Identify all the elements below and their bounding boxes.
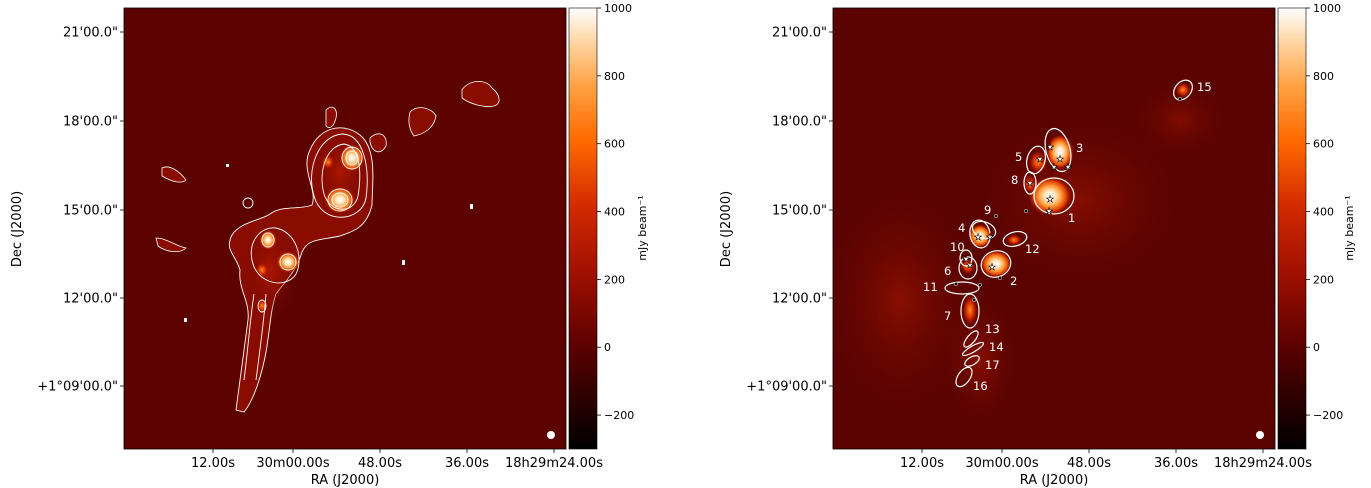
x-tick-label: 12.00s	[900, 456, 944, 471]
svg-text:★: ★	[1050, 163, 1058, 173]
clump-label-13: 13	[985, 322, 1000, 336]
svg-text:★: ★	[1026, 179, 1034, 189]
left-colorbar: −200 0 200 400 600 800 1000 mJy beam⁻¹	[568, 2, 649, 450]
clump-label-15: 15	[1197, 80, 1212, 94]
right-map-panel: ★ ★ ★ ★ ★ ★ ★ ★ ★ ★ ★ ★ ★	[719, 7, 1312, 488]
x-tick-label: 18h29m24.00s	[505, 456, 603, 471]
clump-label-2: 2	[1010, 274, 1017, 288]
svg-text:★: ★	[962, 255, 970, 265]
right-x-axis: 12.00s 30m00.00s 48.00s 36.00s 18h29m24.00s	[900, 449, 1312, 471]
colorbar-tick-label: 200	[604, 273, 625, 286]
clump-label-17: 17	[985, 358, 1000, 372]
clump-label-4: 4	[958, 221, 965, 235]
y-tick-label: 12'00.0"	[772, 292, 827, 307]
colorbar-tick-label: 0	[604, 341, 611, 354]
right-colorbar-ticks: −200 0 200 400 600 800 1000	[1306, 2, 1343, 422]
y-tick-label: +1°09'00.0"	[746, 380, 827, 395]
svg-text:★: ★	[1046, 195, 1054, 205]
y-tick-label: 12'00.0"	[63, 292, 118, 307]
left-x-axis-label: RA (J2000)	[311, 473, 380, 488]
colorbar-tick-label: 800	[604, 70, 625, 83]
colorbar-tick-label: 400	[604, 206, 625, 219]
clump-label-10: 10	[950, 240, 965, 254]
y-tick-label: 18'00.0"	[63, 115, 118, 130]
y-tick-label: 15'00.0"	[63, 204, 118, 219]
y-tick-label: 21'00.0"	[63, 26, 118, 41]
svg-text:★: ★	[1046, 143, 1054, 153]
clump-label-6: 6	[944, 264, 951, 278]
x-tick-label: 12.00s	[191, 456, 235, 471]
clump-label-9: 9	[984, 203, 991, 217]
clump-label-11: 11	[923, 280, 938, 294]
clump-label-16: 16	[973, 379, 988, 393]
colorbar-tick-label: 1000	[604, 2, 632, 15]
clump-label-7: 7	[944, 309, 951, 323]
x-tick-label: 48.00s	[358, 456, 402, 471]
y-tick-label: 18'00.0"	[772, 115, 827, 130]
colorbar-tick-label: 0	[1313, 341, 1320, 354]
x-tick-label: 36.00s	[1154, 456, 1198, 471]
colorbar-tick-label: −200	[604, 409, 634, 422]
right-y-axis: 21'00.0" 18'00.0" 15'00.0" 12'00.0" +1°09'00…	[746, 26, 833, 395]
colorbar-tick-label: 200	[1313, 273, 1334, 286]
right-emission: ★ ★ ★ ★ ★ ★ ★ ★ ★ ★ ★ ★ ★	[833, 79, 1230, 430]
svg-text:★: ★	[988, 263, 996, 273]
clump-label-1: 1	[1068, 211, 1075, 225]
colorbar-tick-label: 600	[1313, 138, 1334, 151]
left-x-axis: 12.00s 30m00.00s 48.00s 36.00s 18h29m24.00s	[191, 449, 603, 471]
x-tick-label: 36.00s	[445, 456, 489, 471]
right-clump-labels: 1 2 3 4 5 6 7 8 9 10 11 12 13 14 15 16 1…	[923, 80, 1212, 393]
right-colorbar-label: mJy beam⁻¹	[1343, 195, 1356, 260]
colorbar-tick-label: −200	[1313, 409, 1343, 422]
clump-label-3: 3	[1076, 141, 1083, 155]
left-map-panel: 21'00.0" 18'00.0" 15'00.0" 12'00.0" +1°09'00…	[10, 7, 603, 488]
svg-text:★: ★	[1056, 155, 1064, 165]
y-tick-label: 15'00.0"	[772, 204, 827, 219]
y-tick-label: 21'00.0"	[772, 26, 827, 41]
left-small-clumps	[155, 81, 500, 252]
colorbar-tick-label: 1000	[1313, 2, 1341, 15]
right-star-markers: ★ ★ ★ ★ ★ ★ ★ ★ ★ ★ ★ ★ ★	[962, 143, 1073, 274]
clump-label-12: 12	[1025, 242, 1040, 256]
left-colorbar-label: mJy beam⁻¹	[636, 195, 649, 260]
left-emission	[155, 81, 500, 413]
colorbar-tick-label: 600	[604, 138, 625, 151]
left-contours	[242, 133, 368, 381]
svg-text:★: ★	[986, 233, 994, 243]
left-y-axis-label: Dec (J2000)	[10, 191, 25, 267]
y-tick-label: +1°09'00.0"	[37, 380, 118, 395]
colorbar-tick-label: 800	[1313, 70, 1334, 83]
left-beam-marker	[547, 431, 555, 439]
colorbar-tick-label: 400	[1313, 206, 1334, 219]
x-tick-label: 48.00s	[1067, 456, 1111, 471]
right-y-axis-label: Dec (J2000)	[719, 191, 734, 267]
svg-text:★: ★	[1036, 155, 1044, 165]
x-tick-label: 18h29m24.00s	[1214, 456, 1312, 471]
left-colorbar-ticks: −200 0 200 400 600 800 1000	[597, 2, 634, 422]
svg-text:★: ★	[1064, 163, 1072, 173]
svg-text:★: ★	[1045, 207, 1053, 217]
right-clump-ellipses	[944, 79, 1193, 388]
x-tick-label: 30m00.00s	[965, 456, 1038, 471]
clump-label-8: 8	[1011, 173, 1018, 187]
svg-text:★: ★	[966, 261, 974, 271]
x-tick-label: 30m00.00s	[256, 456, 329, 471]
clump-label-5: 5	[1015, 150, 1022, 164]
clump-label-14: 14	[989, 340, 1004, 354]
right-colorbar: −200 0 200 400 600 800 1000 mJy beam⁻¹	[1277, 2, 1356, 450]
right-x-axis-label: RA (J2000)	[1020, 473, 1089, 488]
svg-text:★: ★	[974, 233, 982, 243]
right-beam-marker	[1256, 431, 1264, 439]
left-y-axis: 21'00.0" 18'00.0" 15'00.0" 12'00.0" +1°09'00…	[37, 26, 124, 395]
